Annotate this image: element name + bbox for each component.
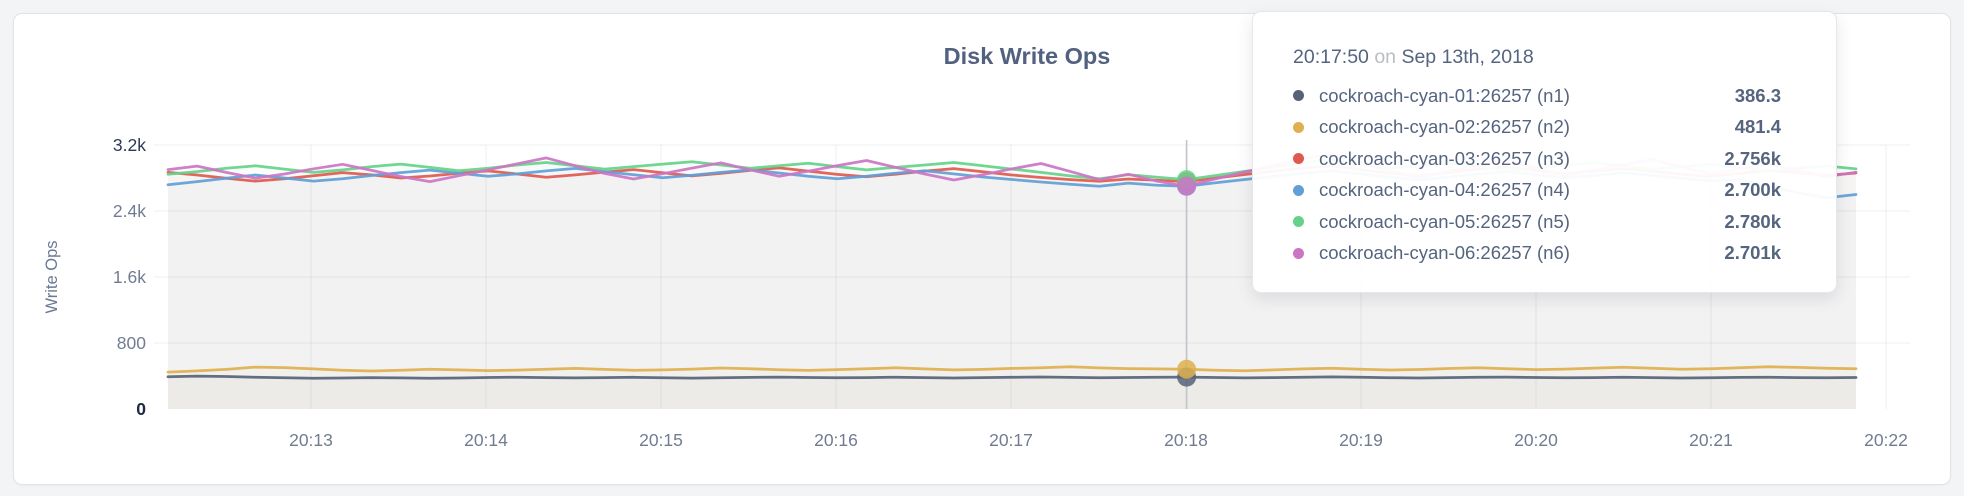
series-name: cockroach-cyan-01:26257 (n1) (1319, 84, 1570, 106)
x-tick-label: 20:19 (1339, 430, 1383, 450)
tooltip-row: cockroach-cyan-05:26257 (n5) 2.780k (1293, 206, 1781, 238)
tooltip-on-word: on (1374, 46, 1397, 68)
x-tick-label: 20:18 (1164, 430, 1208, 450)
series-value: 2.701k (1724, 242, 1781, 264)
line-n1 (166, 374, 1858, 380)
tooltip-rows: cockroach-cyan-01:26257 (n1) 386.3 cockroa… (1293, 80, 1781, 269)
x-tick-label: 20:21 (1689, 430, 1733, 450)
x-tick-label: 20:15 (639, 430, 683, 450)
x-tick-label: 20:13 (289, 430, 333, 450)
y-axis-label: Write Ops (43, 240, 61, 313)
y-axis-ticks: 3.2k 2.4k 1.6k 800 0 (113, 135, 146, 419)
y-tick-label: 0 (136, 399, 146, 419)
series-value: 2.756k (1724, 147, 1781, 169)
tooltip-row: cockroach-cyan-04:26257 (n4) 2.700k (1293, 175, 1781, 207)
series-value: 386.3 (1734, 84, 1781, 106)
series-name: cockroach-cyan-05:26257 (n5) (1319, 210, 1570, 232)
series-dot-icon (1293, 216, 1304, 228)
tooltip-row: cockroach-cyan-01:26257 (n1) 386.3 (1293, 80, 1781, 112)
series-name: cockroach-cyan-06:26257 (n6) (1319, 242, 1570, 264)
hover-tooltip: 20:17:50 on Sep 13th, 2018 cockroach-cya… (1252, 11, 1837, 293)
x-tick-label: 20:17 (989, 430, 1033, 450)
series-name: cockroach-cyan-02:26257 (n2) (1319, 116, 1570, 138)
series-name: cockroach-cyan-04:26257 (n4) (1319, 179, 1570, 201)
x-tick-label: 20:14 (464, 430, 508, 450)
x-tick-label: 20:22 (1864, 430, 1908, 450)
series-dot-icon (1293, 247, 1304, 259)
tooltip-row: cockroach-cyan-02:26257 (n2) 481.4 (1293, 112, 1781, 144)
series-dot-icon (1293, 184, 1304, 196)
hover-point-n2 (1177, 359, 1197, 379)
series-value: 2.700k (1724, 179, 1781, 201)
series-name: cockroach-cyan-03:26257 (n3) (1319, 147, 1570, 169)
tooltip-date: Sep 13th, 2018 (1401, 46, 1534, 68)
x-tick-label: 20:20 (1514, 430, 1558, 450)
series-value: 481.4 (1734, 116, 1781, 138)
y-tick-label: 3.2k (113, 135, 146, 155)
chart-title: Disk Write Ops (944, 43, 1111, 69)
y-tick-label: 1.6k (113, 267, 146, 287)
series-dot-icon (1293, 90, 1304, 102)
tooltip-row: cockroach-cyan-03:26257 (n3) 2.756k (1293, 143, 1781, 175)
y-tick-label: 800 (117, 333, 146, 353)
series-dot-icon (1293, 153, 1304, 165)
x-axis-ticks: 20:13 20:14 20:15 20:16 20:17 20:18 20:19 20:20… (289, 430, 1908, 450)
hover-point-n6 (1177, 176, 1197, 196)
series-dot-icon (1293, 121, 1304, 133)
tooltip-row: cockroach-cyan-06:26257 (n6) 2.701k (1293, 238, 1781, 270)
y-tick-label: 2.4k (113, 201, 146, 221)
series-value: 2.780k (1724, 210, 1781, 232)
tooltip-time: 20:17:50 (1293, 46, 1369, 68)
line-n2 (166, 365, 1858, 374)
hover-points (1177, 170, 1197, 387)
tooltip-header: 20:17:50 on Sep 13th, 2018 (1293, 46, 1781, 69)
x-tick-label: 20:16 (814, 430, 858, 450)
